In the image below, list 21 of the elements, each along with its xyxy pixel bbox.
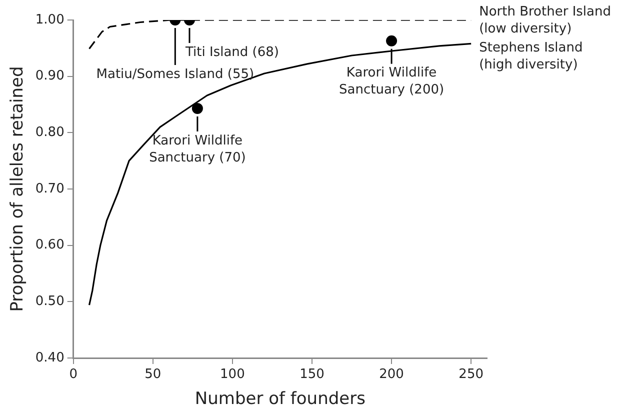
x-tick-label: 0 <box>69 367 78 382</box>
x-tick-label: 50 <box>144 367 162 382</box>
series-label: Stephens Island (high diversity) <box>479 40 583 73</box>
y-tick-label: 0.70 <box>35 181 64 196</box>
x-tick-label: 150 <box>300 367 324 382</box>
y-axis-title: Proportion of alleles retained <box>8 66 28 312</box>
annotation: Karori Wildlife Sanctuary (200) <box>339 66 444 98</box>
y-tick-label: 0.90 <box>35 68 64 84</box>
x-axis-title: Number of founders <box>194 389 366 410</box>
y-tick-label: 0.40 <box>35 350 64 366</box>
annotation: Matiu/Somes Island (55) <box>96 66 254 82</box>
y-tick-label: 0.60 <box>35 238 64 253</box>
x-tick-label: 200 <box>379 367 404 382</box>
y-tick-label: 0.50 <box>35 294 64 310</box>
x-tick-label: 100 <box>220 367 245 382</box>
series-label: North Brother Island (low diversity) <box>479 4 612 37</box>
x-tick-label: 250 <box>458 367 484 382</box>
annotation: Karori Wildlife Sanctuary (70) <box>149 133 246 166</box>
y-tick-label: 1.00 <box>35 12 64 28</box>
y-tick-label: 0.80 <box>35 125 64 140</box>
annotation: Titi Island (68) <box>184 44 279 60</box>
